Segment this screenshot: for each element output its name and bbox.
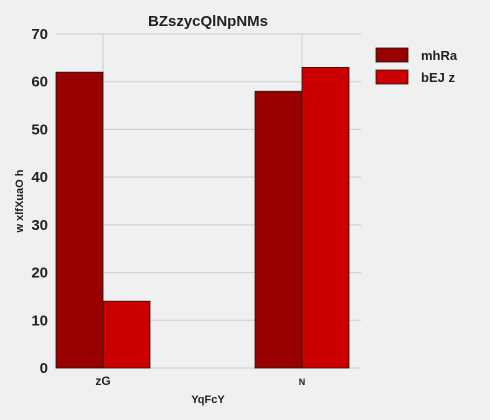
y-tick-label: 50 (31, 121, 48, 138)
chart-title: BZszycQlNpNMs (148, 13, 268, 30)
x-tick-label: N (299, 377, 306, 387)
y-tick-label: 30 (31, 217, 48, 234)
legend-label: mhRa (421, 48, 458, 63)
y-tick-label: 40 (31, 169, 48, 186)
y-tick-label: 60 (31, 74, 48, 91)
bar-mhRa-N (254, 90, 303, 369)
legend: mhRa bEJ z (375, 47, 458, 85)
y-axis-title: w xlfXuaO h (14, 169, 26, 233)
legend-swatch (375, 47, 409, 63)
legend-label: bEJ z (421, 70, 455, 85)
legend-swatch (375, 69, 409, 85)
x-tick-label: zG (95, 374, 110, 388)
bar-bEJ-z-zG (102, 300, 151, 369)
y-tick-label: 70 (31, 26, 48, 43)
y-tick-label: 0 (40, 360, 48, 377)
y-tick-labels: 0 10 20 30 40 50 60 70 (31, 26, 48, 377)
bar-mhRa-zG (55, 71, 104, 369)
y-tick-label: 10 (31, 312, 48, 329)
x-axis-title: YqFcY (191, 394, 225, 406)
y-tick-label: 20 (31, 265, 48, 282)
x-tick-labels: zG N (95, 374, 305, 388)
bars (55, 67, 350, 369)
bar-bEJ-z-N (301, 67, 350, 369)
